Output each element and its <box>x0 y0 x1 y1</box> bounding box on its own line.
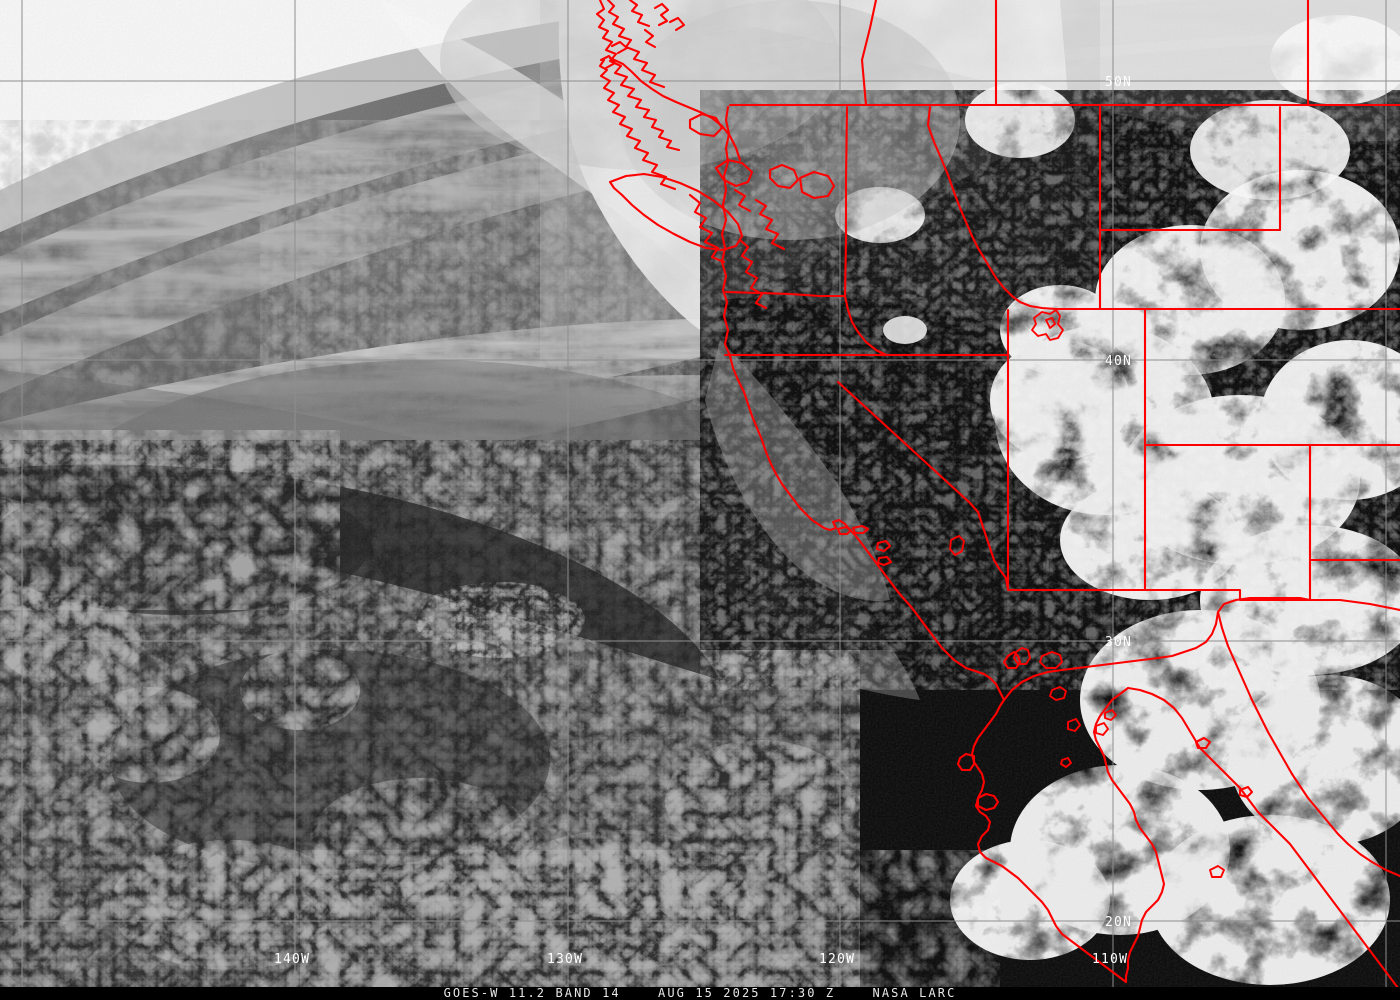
lat-label-40n: 40N <box>1105 354 1132 369</box>
coordinate-labels: 50N 40N 30N 20N 140W 130W 120W 110W <box>274 75 1132 967</box>
lon-label-130w: 130W <box>547 952 583 967</box>
lon-label-120w: 120W <box>819 952 855 967</box>
map-overlay-borders <box>595 0 1400 990</box>
caption-text: GOES-W 11.2 BAND 14 AUG 15 2025 17:30 Z … <box>443 986 957 1000</box>
lat-label-50n: 50N <box>1105 75 1132 90</box>
lon-label-110w: 110W <box>1092 952 1128 967</box>
lat-label-30n: 30N <box>1105 635 1132 650</box>
lat-label-20n: 20N <box>1105 915 1132 930</box>
caption-bar <box>0 987 1400 1000</box>
lon-label-140w: 140W <box>274 952 310 967</box>
